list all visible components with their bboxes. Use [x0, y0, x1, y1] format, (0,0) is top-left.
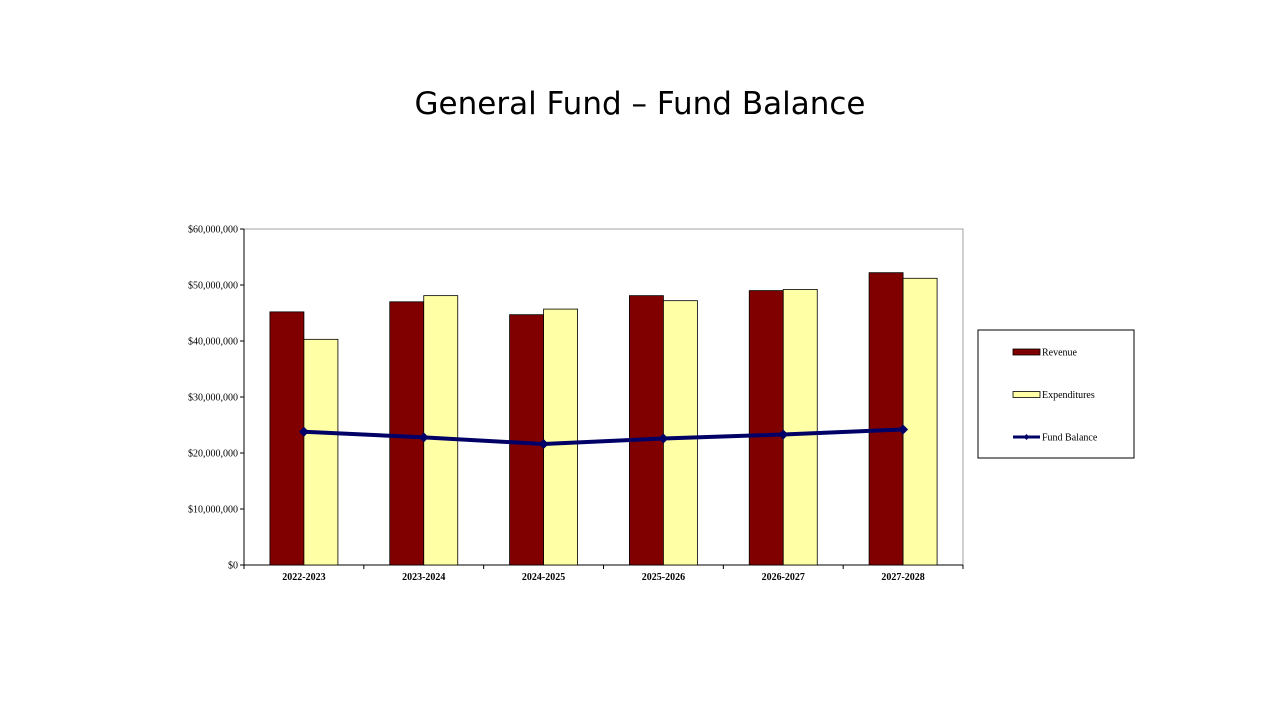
x-category-label: 2023-2024 — [402, 572, 445, 583]
legend-swatch — [1012, 348, 1041, 356]
x-category-label: 2026-2027 — [762, 572, 805, 583]
slide-title: General Fund – Fund Balance — [414, 86, 866, 122]
legend-label: Fund Balance — [1042, 433, 1098, 444]
legend-swatch — [1012, 391, 1041, 398]
fund-balance-point — [658, 433, 669, 444]
expenditures-bar — [782, 289, 818, 566]
legend-marker — [1023, 434, 1030, 440]
legend-label: Revenue — [1042, 348, 1078, 359]
x-category-label: 2024-2025 — [522, 572, 565, 583]
y-tick-label: $40,000,000 — [188, 337, 238, 348]
plot-frame — [243, 228, 964, 566]
x-category-label: 2025-2026 — [642, 572, 685, 583]
fund-balance-point — [298, 426, 309, 437]
revenue-bar — [748, 290, 784, 566]
x-category-label: 2022-2023 — [282, 572, 325, 583]
expenditures-bar — [902, 277, 938, 566]
expenditures-bar — [423, 295, 459, 566]
expenditures-bar — [663, 300, 698, 566]
y-tick-label: $0 — [228, 561, 238, 572]
revenue-bar — [269, 311, 305, 566]
plot-area: $0 $10,000,000 $20,000,000 $30,000,000 $40,0… — [188, 225, 964, 583]
y-tick-label: $20,000,000 — [188, 449, 238, 460]
fund-balance-point — [538, 439, 549, 450]
revenue-bar — [389, 301, 425, 566]
legend-box — [977, 329, 1135, 459]
revenue-bar — [509, 314, 544, 566]
y-tick-label: $60,000,000 — [188, 225, 238, 236]
y-tick-label: $30,000,000 — [188, 393, 238, 404]
fund-balance-point — [898, 424, 909, 435]
expenditures-bar — [303, 338, 339, 566]
y-tick-label: $50,000,000 — [188, 281, 238, 292]
fund-balance-line — [303, 427, 904, 447]
legend-label: Expenditures — [1042, 390, 1095, 401]
fund-balance-point — [418, 432, 429, 443]
x-category-label: 2027-2028 — [881, 572, 924, 583]
expenditures-bar — [543, 308, 578, 566]
chart-legend: Revenue Expenditures Fund Balance — [977, 329, 1135, 459]
revenue-bar — [629, 295, 664, 566]
y-tick-label: $10,000,000 — [188, 505, 238, 516]
revenue-bar — [868, 272, 904, 566]
fund-balance-point — [778, 429, 789, 440]
